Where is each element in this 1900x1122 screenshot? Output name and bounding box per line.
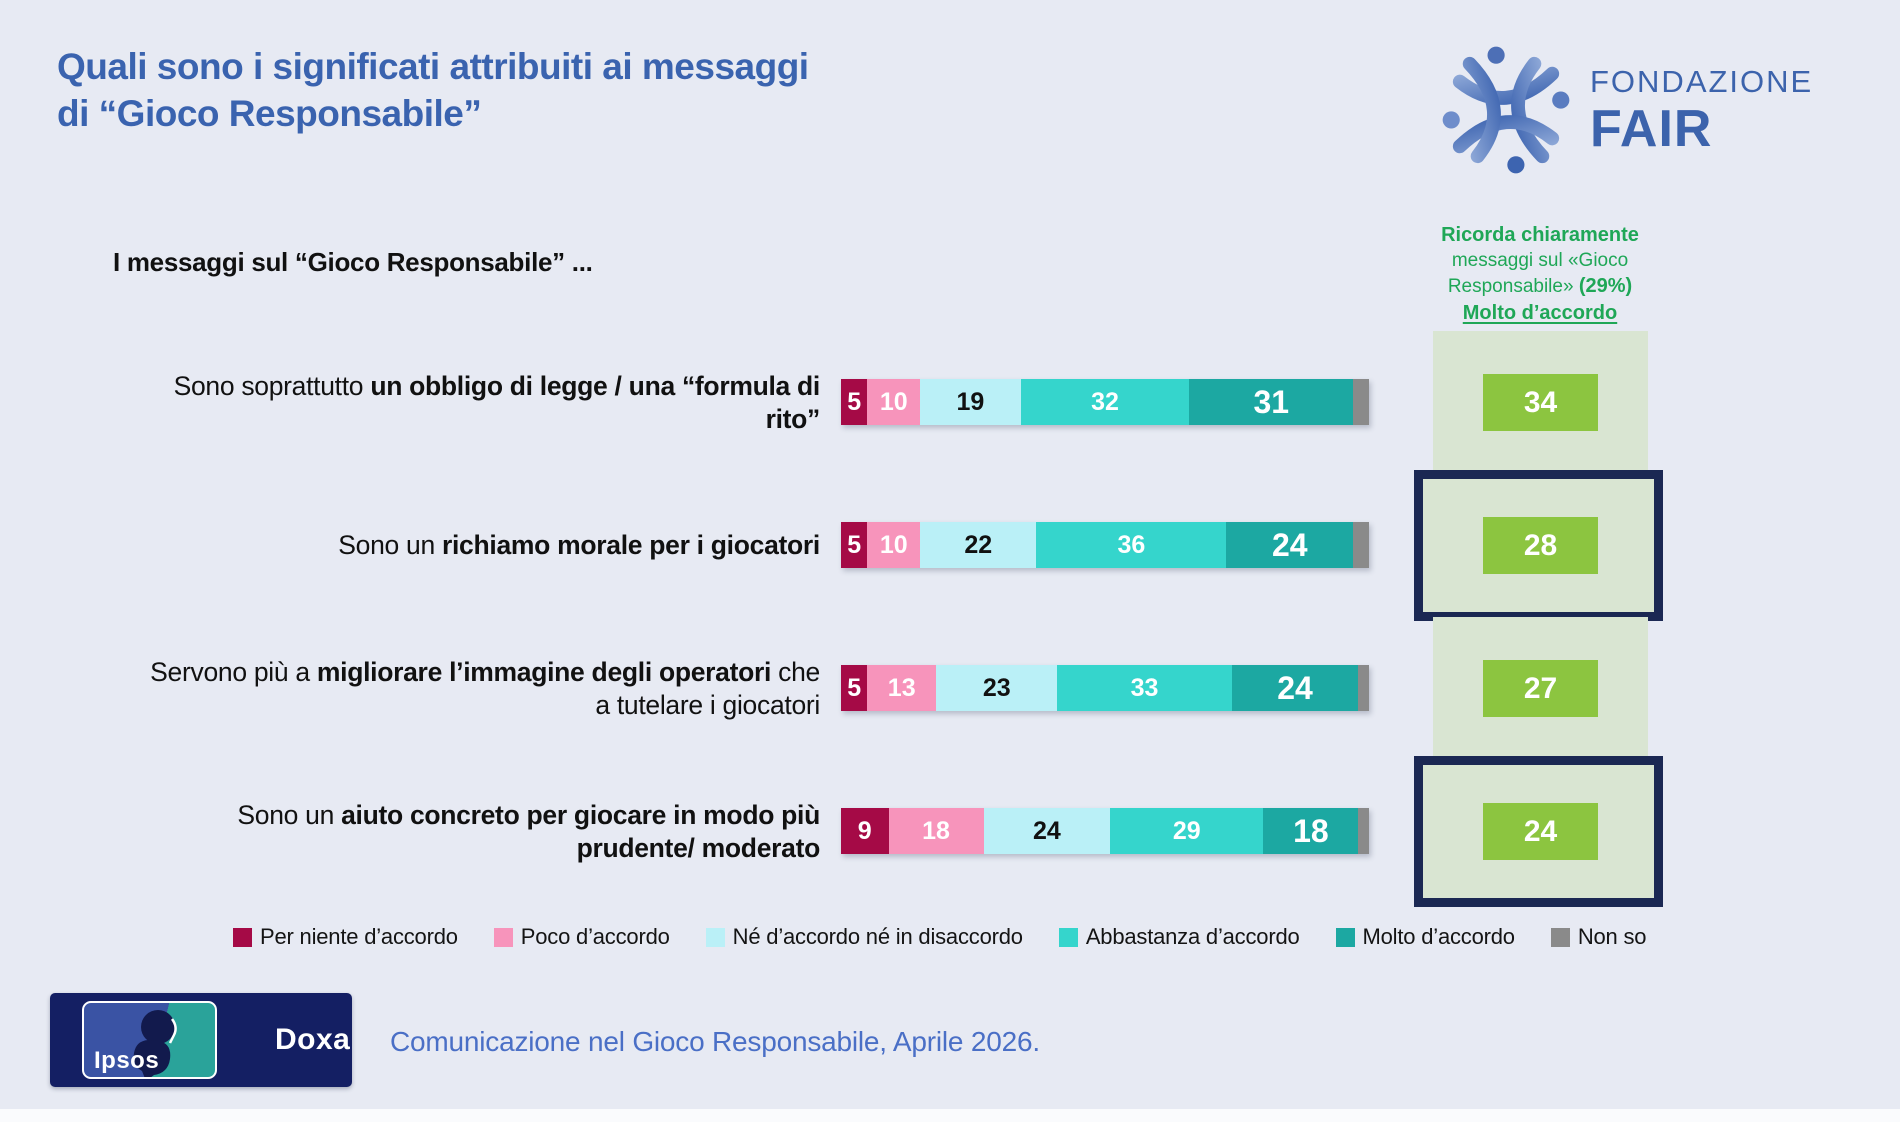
- source-text: Comunicazione nel Gioco Responsabile, Ap…: [390, 1026, 1040, 1057]
- row-label: Servono più a migliorare l’immagine degl…: [150, 657, 820, 720]
- bar-segment-value: 19: [956, 387, 985, 416]
- bar-segment: 24: [1226, 522, 1354, 568]
- annotation-line1: Ricorda chiaramente: [1441, 224, 1639, 246]
- bar-segment-value: 5: [847, 673, 862, 702]
- chart-legend: Per niente d’accordo Poco d’accordo Né d’a…: [233, 920, 1793, 954]
- legend-item: Abbastanza d’accordo: [1058, 924, 1300, 950]
- bar-segment: [1358, 665, 1369, 711]
- bar-segment-value: 24: [1271, 526, 1308, 563]
- recall-badge: 27: [1483, 660, 1598, 717]
- bar-segment-value: 10: [879, 387, 908, 416]
- doxa-label: Doxa: [275, 1023, 351, 1056]
- bar-segment-value: 29: [1172, 816, 1201, 845]
- bar-segment: 10: [867, 522, 921, 568]
- ipsos-face-icon: [133, 1010, 177, 1077]
- stacked-bar: 5 13 23 33 24: [841, 665, 1369, 711]
- bar-segment: 36: [1036, 522, 1227, 568]
- bar-segment-value: 24: [1277, 669, 1313, 706]
- bar-segment-value: 9: [857, 816, 872, 845]
- bar-segment-value: 33: [1130, 673, 1159, 702]
- row-label: Sono un richiamo morale per i giocatori: [338, 530, 820, 561]
- bar-segment: 31: [1189, 379, 1354, 425]
- bar-segment: 5: [841, 522, 868, 568]
- bar-segment: 19: [920, 379, 1021, 425]
- bar-segment-value: 13: [887, 673, 916, 702]
- legend-label: Non so: [1577, 924, 1647, 949]
- legend-label: Né d’accordo né in disaccordo: [732, 924, 1023, 949]
- annotation-line3: Responsabile» (29%): [1447, 275, 1633, 298]
- annotation-line2: messaggi sul «Gioco: [1451, 250, 1629, 272]
- bar-segment: 9: [841, 808, 889, 854]
- bar-segment-value: 18: [922, 816, 950, 845]
- recall-annotation: Ricorda chiaramente messaggi sul «Gioco …: [1398, 222, 1682, 326]
- bar-segment: 22: [920, 522, 1037, 568]
- recall-badge: 34: [1483, 374, 1598, 431]
- stacked-bar: 9 18 24 29 18: [841, 808, 1369, 854]
- bar-segment: [1358, 808, 1369, 854]
- legend-swatch-icon: [1335, 927, 1355, 947]
- legend-item: Né d’accordo né in disaccordo: [705, 924, 1023, 950]
- fair-logo-text: FONDAZIONE FAIR: [1590, 66, 1813, 155]
- bar-segment-value: 5: [847, 530, 862, 559]
- legend-label: Poco d’accordo: [520, 924, 670, 949]
- bar-segment: [1353, 379, 1369, 425]
- bar-segment-value: 22: [964, 530, 993, 559]
- row-label: Sono un aiuto concreto per giocare in mo…: [237, 800, 820, 863]
- legend-swatch-icon: [1058, 927, 1078, 947]
- bar-segment-value: 32: [1091, 387, 1119, 416]
- page-title-line2: di “Gioco Responsabile”: [57, 92, 482, 134]
- legend-item: Poco d’accordo: [493, 924, 670, 950]
- bar-segment-value: 36: [1117, 530, 1146, 559]
- stacked-bar: 5 10 19 32 31: [841, 379, 1369, 425]
- fondazione-label: FONDAZIONE: [1590, 63, 1814, 99]
- recall-badge: 24: [1483, 803, 1598, 860]
- legend-label: Per niente d’accordo: [260, 924, 458, 949]
- recall-highlight-box: [1414, 470, 1663, 621]
- recall-badge: 28: [1483, 517, 1598, 574]
- legend-item: Per niente d’accordo: [233, 924, 458, 950]
- page-title: Quali sono i significati attribuiti ai m…: [57, 44, 1157, 137]
- bar-segment: 32: [1020, 379, 1190, 425]
- page-title-line1: Quali sono i significati attribuiti ai m…: [57, 46, 809, 87]
- bottom-strip: [0, 1109, 1900, 1122]
- bar-segment: 13: [867, 665, 937, 711]
- bar-segment-value: 10: [879, 530, 908, 559]
- fondazione-fair-logo: FONDAZIONE FAIR: [1440, 40, 1890, 180]
- bar-segment-value: 18: [1293, 812, 1329, 849]
- bar-segment: 10: [867, 379, 921, 425]
- ipsos-icon: [82, 1001, 217, 1079]
- bar-segment-value: 31: [1253, 383, 1290, 420]
- row-label: Sono soprattutto un obbligo di legge / u…: [173, 371, 821, 434]
- bar-segment-value: 5: [847, 387, 862, 416]
- fair-logo-mark-icon: [1442, 46, 1570, 174]
- bar-segment: 24: [983, 808, 1111, 854]
- ipsos-label: Ipsos: [94, 1047, 160, 1074]
- bar-segment: [1353, 522, 1369, 568]
- legend-label: Molto d’accordo: [1362, 924, 1516, 949]
- chart-header: I messaggi sul “Gioco Responsabile” ...: [113, 247, 593, 277]
- bar-segment: 18: [1263, 808, 1359, 854]
- ipsos-doxa-logo: Ipsos Doxa: [50, 993, 352, 1087]
- bar-segment: 23: [936, 665, 1058, 711]
- bar-segment: 33: [1057, 665, 1232, 711]
- bar-segment: 29: [1110, 808, 1264, 854]
- bar-segment: 24: [1231, 665, 1359, 711]
- legend-swatch-icon: [233, 927, 252, 947]
- stacked-bar: 5 10 22 36 24: [841, 522, 1369, 568]
- annotation-line4: Molto d’accordo: [1462, 301, 1618, 324]
- bar-segment-value: 23: [982, 673, 1011, 702]
- legend-swatch-icon: [1550, 927, 1570, 947]
- legend-item: Non so: [1550, 924, 1647, 950]
- bar-segment: 5: [841, 379, 868, 425]
- bar-segment: 5: [841, 665, 868, 711]
- legend-swatch-icon: [705, 927, 725, 947]
- legend-item: Molto d’accordo: [1335, 924, 1516, 950]
- legend-swatch-icon: [493, 927, 513, 947]
- legend-label: Abbastanza d’accordo: [1085, 924, 1300, 949]
- bar-segment: 18: [888, 808, 984, 854]
- fair-label: FAIR: [1590, 99, 1713, 158]
- bar-segment-value: 24: [1033, 816, 1061, 845]
